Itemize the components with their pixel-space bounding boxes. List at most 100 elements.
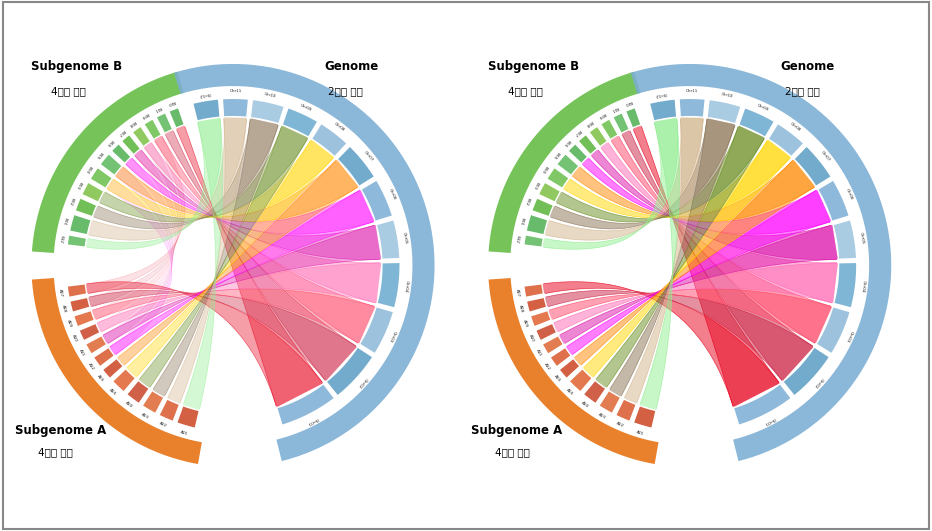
Polygon shape [68,235,86,247]
Polygon shape [360,307,393,354]
Polygon shape [633,125,780,407]
Text: 2배체 들깨: 2배체 들깨 [328,87,363,97]
Polygon shape [176,125,323,407]
Polygon shape [165,130,357,381]
Text: A07: A07 [515,288,520,297]
Polygon shape [569,144,587,163]
Polygon shape [143,391,164,413]
Text: Chr02: Chr02 [356,376,368,389]
Polygon shape [103,225,381,344]
Polygon shape [68,284,87,297]
Polygon shape [625,108,641,127]
Polygon shape [93,118,279,229]
Polygon shape [678,99,706,117]
Polygon shape [250,100,284,123]
Text: Subgenome B: Subgenome B [488,60,579,73]
Polygon shape [174,64,434,461]
Text: Chr02: Chr02 [813,376,825,389]
Polygon shape [563,140,791,218]
Text: Chr07: Chr07 [820,150,830,162]
Polygon shape [88,117,247,240]
Polygon shape [783,347,829,396]
Polygon shape [613,113,629,133]
Polygon shape [177,406,199,427]
Polygon shape [553,263,838,332]
Text: A04: A04 [581,401,589,409]
Text: Subgenome A: Subgenome A [472,424,562,437]
Polygon shape [531,311,551,327]
Polygon shape [154,135,376,344]
Polygon shape [566,190,831,355]
Polygon shape [168,117,247,404]
Polygon shape [551,348,570,366]
Polygon shape [768,124,803,156]
Text: 4배체 들깨: 4배체 들깨 [51,87,86,97]
Polygon shape [634,406,656,427]
Text: A05: A05 [109,388,117,396]
Polygon shape [282,108,318,136]
Text: B02: B02 [67,197,75,206]
Polygon shape [582,140,791,378]
Polygon shape [103,358,123,378]
Text: Chr03: Chr03 [388,330,397,343]
Polygon shape [32,278,202,464]
Text: B08: B08 [128,119,137,127]
Text: B11: B11 [153,105,162,112]
Polygon shape [557,154,579,175]
Polygon shape [610,135,832,344]
Text: B09: B09 [140,112,149,119]
Text: Chr03: Chr03 [844,330,854,343]
Text: A12: A12 [543,362,552,371]
Polygon shape [834,262,857,308]
Polygon shape [97,158,174,332]
Polygon shape [574,160,816,366]
Text: Subgenome A: Subgenome A [15,424,105,437]
Polygon shape [122,135,141,155]
Polygon shape [542,336,563,354]
Text: Chr05: Chr05 [858,232,865,244]
Text: B07: B07 [116,128,125,136]
Text: A02: A02 [158,422,168,429]
Polygon shape [70,297,89,312]
Text: Chr01: Chr01 [307,416,319,425]
Polygon shape [94,348,114,366]
Text: Chr12: Chr12 [198,91,211,97]
Polygon shape [542,118,678,249]
Text: Chr04: Chr04 [860,280,866,293]
Polygon shape [527,215,547,235]
Polygon shape [601,119,618,139]
Polygon shape [70,215,90,235]
Polygon shape [75,198,96,217]
Text: A12: A12 [87,362,95,371]
Text: B09: B09 [596,112,606,119]
Text: A08: A08 [62,304,67,313]
Polygon shape [624,117,704,404]
Polygon shape [579,135,597,155]
Text: A03: A03 [141,412,150,420]
Text: B08: B08 [584,119,594,127]
Polygon shape [639,118,679,410]
Polygon shape [117,160,359,366]
Polygon shape [544,117,704,240]
Text: Genome: Genome [781,60,835,73]
Polygon shape [548,289,832,344]
Text: A08: A08 [518,304,524,313]
Text: B12: B12 [514,235,520,243]
Polygon shape [733,384,791,425]
Polygon shape [362,180,392,221]
Text: Chr08: Chr08 [333,122,345,133]
Polygon shape [139,125,308,388]
Text: Chr06: Chr06 [844,188,853,201]
Text: Chr11: Chr11 [686,89,698,93]
Polygon shape [115,160,359,221]
Polygon shape [89,142,181,306]
Polygon shape [542,282,780,407]
Text: A02: A02 [615,422,624,429]
Text: 4배체 들깨: 4배체 들깨 [508,87,542,97]
Text: B10: B10 [624,99,632,106]
Polygon shape [833,220,856,260]
Polygon shape [126,140,335,378]
Polygon shape [75,311,94,327]
Polygon shape [134,149,381,260]
Polygon shape [311,124,347,156]
